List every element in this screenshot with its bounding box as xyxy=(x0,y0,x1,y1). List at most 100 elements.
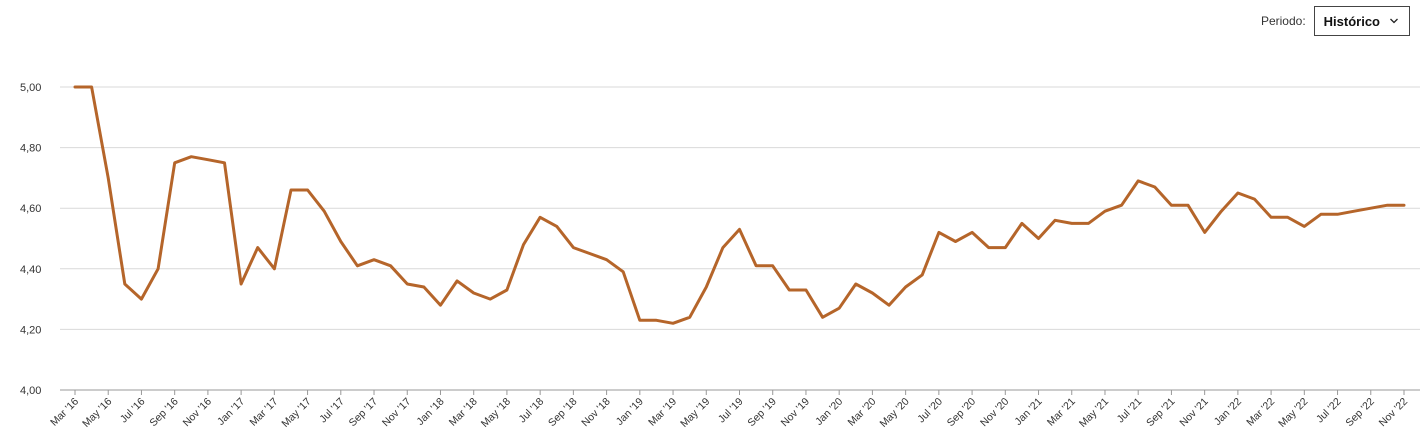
y-tick-label: 4,60 xyxy=(20,203,41,215)
chevron-down-icon xyxy=(1390,18,1398,24)
data-point xyxy=(638,318,642,322)
x-tick-label: Mar '22 xyxy=(1244,396,1277,429)
data-point xyxy=(538,215,542,219)
data-point xyxy=(1286,215,1290,219)
x-tick-label: Mar '18 xyxy=(447,396,480,429)
data-point xyxy=(854,282,858,286)
data-point xyxy=(1219,209,1223,213)
data-point xyxy=(1120,203,1124,207)
y-tick-label: 4,80 xyxy=(20,143,41,155)
data-point xyxy=(588,252,592,256)
data-point xyxy=(1103,209,1107,213)
data-point xyxy=(787,288,791,292)
x-tick-label: Sep '17 xyxy=(347,396,381,430)
data-point xyxy=(1086,221,1090,225)
x-tick-label: Jan '19 xyxy=(614,396,646,428)
data-point xyxy=(1369,206,1373,210)
x-tick-label: May '17 xyxy=(279,396,313,430)
data-point xyxy=(804,288,808,292)
x-tick-label: May '16 xyxy=(80,396,114,430)
data-point xyxy=(671,321,675,325)
data-point xyxy=(887,303,891,307)
data-point xyxy=(738,227,742,231)
x-tick-label: Jul '16 xyxy=(118,396,148,426)
data-point xyxy=(438,303,442,307)
data-point xyxy=(953,240,957,244)
data-point xyxy=(339,240,343,244)
x-tick-label: Sep '18 xyxy=(546,396,580,430)
x-tick-label: May '20 xyxy=(877,396,911,430)
x-tick-label: Nov '22 xyxy=(1377,396,1411,430)
data-point xyxy=(256,246,260,250)
data-point xyxy=(306,188,310,192)
data-point xyxy=(1020,221,1024,225)
period-dropdown-value: Histórico xyxy=(1323,13,1380,29)
x-tick-label: May '18 xyxy=(479,396,513,430)
data-point xyxy=(455,279,459,283)
data-point xyxy=(156,267,160,271)
data-point xyxy=(621,270,625,274)
data-point xyxy=(1136,179,1140,183)
data-point xyxy=(970,230,974,234)
x-tick-label: Jan '17 xyxy=(215,396,247,428)
data-point xyxy=(704,285,708,289)
x-tick-label: Jul '19 xyxy=(716,396,746,426)
x-tick-label: Sep '16 xyxy=(147,396,181,430)
x-tick-label: Sep '20 xyxy=(945,396,979,430)
data-point xyxy=(904,285,908,289)
data-point xyxy=(289,188,293,192)
x-tick-label: Sep '21 xyxy=(1144,396,1178,430)
data-point xyxy=(1402,203,1406,207)
data-point xyxy=(106,176,110,180)
data-point xyxy=(405,282,409,286)
x-tick-label: May '21 xyxy=(1077,396,1111,430)
data-point xyxy=(488,297,492,301)
data-point xyxy=(1203,230,1207,234)
period-selector-bar: Periodo: Histórico xyxy=(1261,6,1410,36)
data-point xyxy=(1153,185,1157,189)
data-point xyxy=(754,264,758,268)
data-point xyxy=(1037,237,1041,241)
data-point xyxy=(1003,246,1007,250)
data-point xyxy=(870,291,874,295)
data-point xyxy=(389,264,393,268)
data-point xyxy=(654,318,658,322)
data-point xyxy=(1053,218,1057,222)
x-tick-label: Nov '18 xyxy=(579,396,613,430)
data-point xyxy=(937,230,941,234)
data-point xyxy=(688,315,692,319)
data-point xyxy=(1252,197,1256,201)
data-point xyxy=(1169,203,1173,207)
x-tick-label: Nov '17 xyxy=(380,396,414,430)
y-tick-label: 5,00 xyxy=(20,82,41,94)
x-tick-label: Jan '20 xyxy=(813,396,845,428)
x-tick-label: Mar '16 xyxy=(48,396,81,429)
y-tick-label: 4,20 xyxy=(20,324,41,336)
data-point xyxy=(771,264,775,268)
x-tick-label: Jul '17 xyxy=(317,396,347,426)
x-tick-label: May '19 xyxy=(678,396,712,430)
data-point xyxy=(1336,212,1340,216)
data-point xyxy=(372,258,376,262)
data-point xyxy=(272,267,276,271)
period-label: Periodo: xyxy=(1260,14,1306,28)
data-point xyxy=(90,85,94,89)
data-point xyxy=(139,297,143,301)
period-dropdown[interactable]: Histórico xyxy=(1313,6,1410,36)
data-point xyxy=(355,264,359,268)
x-tick-label: Nov '16 xyxy=(181,396,215,430)
x-tick-label: Mar '20 xyxy=(846,396,879,429)
x-tick-label: Jul '20 xyxy=(915,396,945,426)
data-point xyxy=(422,285,426,289)
data-point xyxy=(1385,203,1389,207)
data-point xyxy=(1070,221,1074,225)
x-tick-label: Mar '21 xyxy=(1045,396,1078,429)
x-tick-label: Jul '21 xyxy=(1115,396,1145,426)
data-point xyxy=(189,155,193,159)
data-point xyxy=(472,291,476,295)
x-tick-label: Nov '19 xyxy=(779,396,813,430)
data-point xyxy=(920,273,924,277)
data-point xyxy=(1186,203,1190,207)
data-point xyxy=(1236,191,1240,195)
